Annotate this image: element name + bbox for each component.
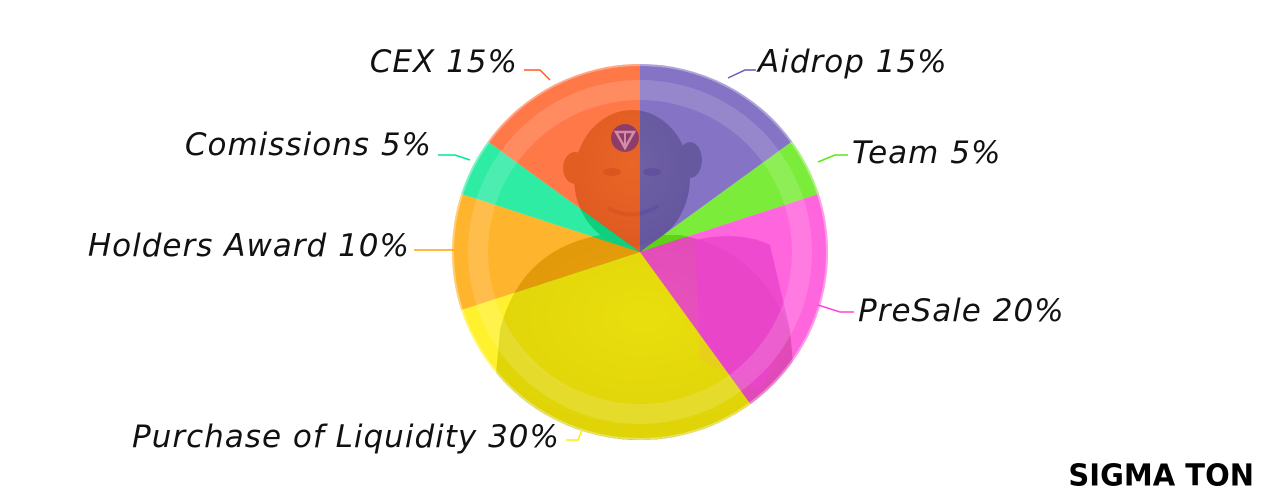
slice-label-3: Purchase of Liquidity 30% xyxy=(132,419,560,455)
pie-slice-0 xyxy=(640,64,793,252)
leader-line-5 xyxy=(438,154,471,161)
pie-slice-ring-5 xyxy=(476,150,518,206)
pie-slice-2 xyxy=(640,193,828,405)
pie-slice-1 xyxy=(640,141,819,252)
slice-label-0: Aidrop 15% xyxy=(756,44,948,80)
leader-line-3 xyxy=(566,429,583,441)
pie-slice-3 xyxy=(461,252,751,441)
pie-slice-6 xyxy=(487,64,640,252)
pie-slice-5 xyxy=(461,141,640,252)
leader-line-1 xyxy=(817,154,848,163)
pie-slice-ring-4 xyxy=(467,198,496,306)
leader-line-6 xyxy=(524,69,551,81)
pie-slice-ring-0 xyxy=(640,80,780,163)
label-leader-lines xyxy=(414,69,854,441)
leader-line-0 xyxy=(727,69,756,79)
slice-label-5: Comissions 5% xyxy=(185,127,432,163)
pie-decorative-rings xyxy=(452,64,828,440)
pie-slice-ring-2 xyxy=(729,198,812,392)
pie-outer-rim xyxy=(452,64,828,440)
slice-label-1: Team 5% xyxy=(852,135,1001,171)
pie-slice-ring-3 xyxy=(476,298,742,425)
brand-wordmark: SIGMA TON xyxy=(1068,457,1254,493)
slice-labels: Aidrop 15% Team 5% PreSale 20% Purchase of … xyxy=(88,44,1065,455)
pie-slice-ring-6 xyxy=(500,80,640,163)
pie-slice-4 xyxy=(451,193,640,311)
pie-slice-ring-1 xyxy=(762,150,804,206)
leader-line-2 xyxy=(817,304,854,313)
slice-label-6: CEX 15% xyxy=(370,44,518,80)
ton-triangle-icon xyxy=(611,124,639,152)
slice-label-4: Holders Award 10% xyxy=(88,228,410,264)
slice-label-2: PreSale 20% xyxy=(858,293,1065,329)
pie-slices xyxy=(451,64,828,441)
